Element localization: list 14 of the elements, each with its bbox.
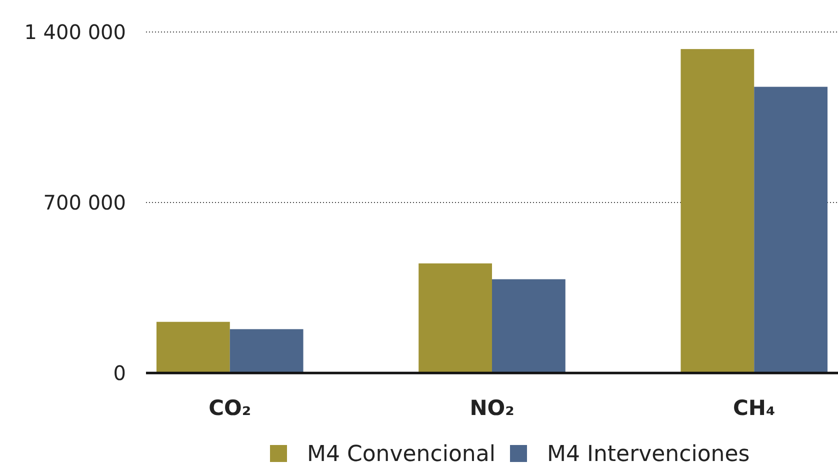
- x-tick-label: NO₂: [470, 396, 514, 420]
- y-tick-label: 0: [113, 361, 126, 385]
- bar: [156, 322, 230, 373]
- y-tick-label: 700 000: [43, 190, 126, 214]
- bar: [492, 279, 566, 373]
- bar: [418, 263, 492, 373]
- bar: [754, 86, 828, 373]
- x-tick-label: CO₂: [208, 396, 252, 420]
- y-tick-label: 1 400 000: [24, 20, 126, 44]
- x-tick-label: CH₄: [733, 396, 776, 420]
- bar: [230, 329, 304, 373]
- bar: [680, 49, 754, 373]
- legend-label: M4 Intervenciones: [547, 442, 750, 467]
- legend-label: M4 Convencional: [307, 442, 496, 467]
